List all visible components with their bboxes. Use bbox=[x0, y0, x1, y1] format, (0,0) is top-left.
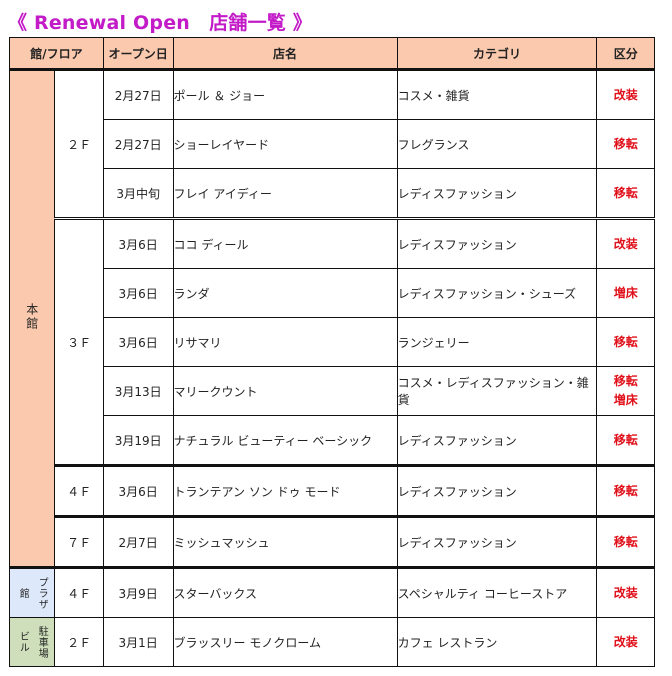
category: レディスファッション bbox=[396, 415, 598, 466]
shop-name: フレイ アイディー bbox=[172, 168, 398, 219]
type-badge: 改装 bbox=[596, 217, 655, 269]
open-date: 2月7日 bbox=[102, 515, 174, 568]
header-shop-name: 店名 bbox=[172, 37, 398, 71]
shop-name: ポール ＆ ジョー bbox=[172, 69, 398, 120]
open-date: 2月27日 bbox=[102, 69, 174, 120]
shop-name: ココ ディール bbox=[172, 217, 398, 269]
table-row: 3月19日 ナチュラル ビューティー ベーシック レディスファッション 移転 bbox=[10, 415, 655, 466]
page-title: 《 Renewal Open 店舗一覧 》 bbox=[8, 12, 313, 34]
shop-name: スターバックス bbox=[172, 566, 398, 618]
type-badge: 移転 bbox=[596, 119, 655, 169]
category: レディスファッション bbox=[396, 464, 598, 517]
type-badge: 移転 bbox=[596, 415, 655, 466]
type-badge: 移転 増床 bbox=[596, 366, 655, 416]
table-row: ビル 駐車場 ２Ｆ 3月1日 ブラッスリー モノクローム カフェ レストラン 改… bbox=[8, 617, 655, 667]
type-badge: 改装 bbox=[596, 566, 655, 618]
header-category: カテゴリ bbox=[396, 37, 598, 71]
building-main-label: 本館 bbox=[24, 303, 39, 331]
category: カフェ レストラン bbox=[396, 617, 598, 667]
open-date: 3月6日 bbox=[102, 217, 174, 269]
shop-name: マリークウント bbox=[172, 366, 398, 416]
category: レディスファッション bbox=[396, 515, 598, 568]
header-open-date: オープン日 bbox=[102, 37, 174, 71]
building-plaza: 館 プラザ bbox=[8, 566, 56, 618]
building-main: 本館 bbox=[8, 69, 56, 568]
open-date: 2月27日 bbox=[102, 119, 174, 169]
shop-name: トランテアン ソン ドゥ モード bbox=[172, 464, 398, 517]
category: レディスファッション bbox=[396, 168, 598, 219]
table-header-row: 館/フロア オープン日 店名 カテゴリ 区分 bbox=[9, 37, 655, 71]
open-date: 3月13日 bbox=[102, 366, 174, 416]
table-row: ４Ｆ 3月6日 トランテアン ソン ドゥ モード レディスファッション 移転 bbox=[10, 464, 655, 517]
open-date: 3月6日 bbox=[102, 268, 174, 318]
floor-cell: ７Ｆ bbox=[54, 515, 104, 568]
table-row: 本館 ２Ｆ 2月27日 ポール ＆ ジョー コスメ・雑貨 改装 bbox=[8, 69, 655, 568]
table-row: 3月13日 マリークウント コスメ・レディスファッション・雑貨 移転 増床 bbox=[10, 366, 655, 416]
floor-cell: ２Ｆ bbox=[54, 617, 104, 667]
table-row: ３Ｆ 3月6日 ココ ディール レディスファッション 改装 bbox=[10, 217, 655, 466]
category: レディスファッション・シューズ bbox=[396, 268, 598, 318]
shop-list-table: 館/フロア オープン日 店名 カテゴリ 区分 本館 ２Ｆ 2月27日 ポール ＆… bbox=[8, 37, 655, 667]
open-date: 3月6日 bbox=[102, 317, 174, 367]
table-row: 3月中旬 フレイ アイディー レディスファッション 移転 bbox=[10, 168, 655, 219]
table-row: 3月6日 リサマリ ランジェリー 移転 bbox=[10, 317, 655, 367]
type-badge: 移転 bbox=[596, 317, 655, 367]
floor-cell: ４Ｆ bbox=[54, 464, 104, 517]
type-badge: 移転 bbox=[596, 168, 655, 219]
shop-name: ショーレイヤード bbox=[172, 119, 398, 169]
category: コスメ・レディスファッション・雑貨 bbox=[396, 366, 598, 416]
building-parking-left: ビル bbox=[17, 631, 29, 653]
type-badge: 増床 bbox=[596, 268, 655, 318]
table-row: 3月6日 ランダ レディスファッション・シューズ 増床 bbox=[10, 268, 655, 318]
shop-name: ブラッスリー モノクローム bbox=[172, 617, 398, 667]
type-badge: 移転 bbox=[596, 515, 655, 568]
building-parking: ビル 駐車場 bbox=[8, 617, 56, 667]
table-row: 2月27日 ショーレイヤード フレグランス 移転 bbox=[10, 119, 655, 169]
floor-cell: ４Ｆ bbox=[54, 566, 104, 618]
shop-name: ナチュラル ビューティー ベーシック bbox=[172, 415, 398, 466]
category: コスメ・雑貨 bbox=[396, 69, 598, 120]
category: フレグランス bbox=[396, 119, 598, 169]
building-plaza-left: 館 bbox=[17, 587, 29, 599]
category: ランジェリー bbox=[396, 317, 598, 367]
category: レディスファッション bbox=[396, 217, 598, 269]
table-row: ７Ｆ 2月7日 ミッシュマッシュ レディスファッション 移転 bbox=[10, 515, 655, 568]
type-badge: 移転 bbox=[596, 464, 655, 517]
open-date: 3月6日 bbox=[102, 464, 174, 517]
open-date: 3月1日 bbox=[102, 617, 174, 667]
type-badge: 改装 bbox=[596, 69, 655, 120]
open-date: 3月19日 bbox=[102, 415, 174, 466]
open-date: 3月9日 bbox=[102, 566, 174, 618]
category: スペシャルティ コーヒーストア bbox=[396, 566, 598, 618]
header-type: 区分 bbox=[596, 37, 655, 71]
type-badge: 改装 bbox=[596, 617, 655, 667]
shop-name: ミッシュマッシュ bbox=[172, 515, 398, 568]
floor-cell: ２Ｆ bbox=[54, 69, 104, 219]
shop-name: ランダ bbox=[172, 268, 398, 318]
building-parking-right: 駐車場 bbox=[36, 625, 48, 659]
table-row: 館 プラザ ４Ｆ 3月9日 スターバックス スペシャルティ コーヒーストア 改装 bbox=[8, 566, 655, 618]
building-plaza-right: プラザ bbox=[36, 576, 48, 610]
shop-name: リサマリ bbox=[172, 317, 398, 367]
floor-cell: ３Ｆ bbox=[54, 217, 104, 466]
open-date: 3月中旬 bbox=[102, 168, 174, 219]
header-building-floor: 館/フロア bbox=[9, 37, 104, 71]
